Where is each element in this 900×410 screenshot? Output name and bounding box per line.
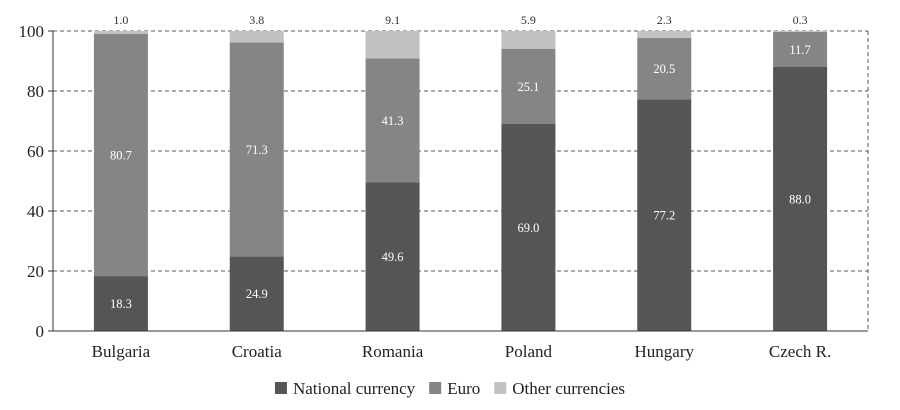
y-tick-label-20: 20: [27, 262, 44, 281]
bar-romania-series-1: [365, 58, 420, 183]
legend-swatch-1: [429, 382, 442, 394]
bar-croatia-series-2: [229, 31, 284, 43]
x-category-label-4: Hungary: [635, 342, 695, 361]
bar-romania-series-0: [365, 182, 420, 331]
x-category-label-5: Czech R.: [769, 342, 831, 361]
data-label-top-4: 2.3: [657, 13, 672, 27]
data-label-1-1: 71.3: [246, 143, 268, 157]
y-tick-label-60: 60: [27, 142, 44, 161]
data-label-1-4: 20.5: [653, 62, 675, 76]
data-label-top-5: 0.3: [793, 13, 808, 27]
bar-czech-r--series-2: [773, 31, 828, 32]
bar-bulgaria-series-0: [93, 276, 148, 331]
bar-czech-r--series-1: [773, 31, 828, 67]
x-category-label-0: Bulgaria: [92, 342, 151, 361]
bar-poland-series-0: [501, 124, 556, 331]
bar-bulgaria-series-1: [93, 34, 148, 277]
data-label-0-3: 69.0: [517, 221, 539, 235]
legend-label-2: Other currencies: [512, 379, 625, 398]
bar-czech-r--series-0: [773, 67, 828, 331]
legend-label-0: National currency: [293, 379, 416, 398]
data-label-1-3: 25.1: [517, 80, 539, 94]
data-label-top-0: 1.0: [113, 13, 128, 27]
legend-swatch-2: [494, 382, 507, 394]
x-category-label-1: Croatia: [232, 342, 282, 361]
y-tick-label-0: 0: [36, 322, 45, 341]
x-category-label-3: Poland: [505, 342, 553, 361]
bar-poland-series-1: [501, 48, 556, 125]
data-label-1-0: 80.7: [110, 149, 132, 163]
bar-croatia-series-0: [229, 256, 284, 331]
data-label-0-1: 24.9: [246, 287, 268, 301]
bar-romania-series-2: [365, 31, 420, 59]
data-label-top-2: 9.1: [385, 13, 400, 27]
data-label-1-5: 11.7: [789, 43, 810, 57]
data-label-1-2: 41.3: [382, 114, 404, 128]
bar-bulgaria-series-2: [93, 31, 148, 34]
data-label-0-4: 77.2: [653, 209, 675, 223]
data-label-0-2: 49.6: [382, 250, 404, 264]
y-tick-label-80: 80: [27, 82, 44, 101]
legend-label-1: Euro: [447, 379, 480, 398]
y-tick-label-40: 40: [27, 202, 44, 221]
legend-swatch-0: [274, 382, 287, 394]
data-label-top-3: 5.9: [521, 13, 536, 27]
bar-hungary-series-2: [637, 31, 692, 38]
data-label-0-5: 88.0: [789, 193, 811, 207]
bar-hungary-series-1: [637, 37, 692, 100]
bar-hungary-series-0: [637, 99, 692, 332]
x-category-label-2: Romania: [362, 342, 424, 361]
y-tick-label-100: 100: [19, 22, 45, 41]
data-label-top-1: 3.8: [249, 13, 264, 27]
bar-poland-series-2: [501, 31, 556, 49]
bar-croatia-series-1: [229, 42, 284, 257]
data-label-0-0: 18.3: [110, 297, 132, 311]
